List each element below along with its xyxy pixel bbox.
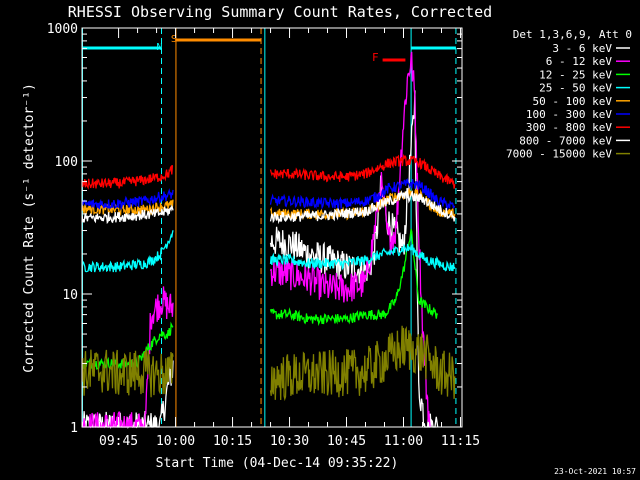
attenuator-bars [82,38,456,50]
legend-entry-label: 50 - 100 keV [533,95,613,108]
annotation-label: S [171,34,177,45]
x-tick-label: 10:30 [270,434,309,449]
y-axis-label: Corrected Count Rate (s⁻¹ detector⁻¹) [22,83,37,373]
chart-title: RHESSI Observing Summary Count Rates, Co… [68,3,492,21]
x-tick-label: 10:45 [327,434,366,449]
series-line-7 [81,190,456,225]
x-tick-label: 10:00 [156,434,195,449]
series-line-2 [81,228,439,371]
legend-entry-label: 6 - 12 keV [546,55,613,68]
legend-entry-label: 300 - 800 keV [526,121,612,134]
flare-label: F [372,51,379,64]
x-tick-label: 09:45 [99,434,138,449]
y-tick-label: 10 [62,288,78,303]
y-tick-label: 1000 [47,22,78,37]
legend-entry-label: 800 - 7000 keV [519,134,612,147]
x-axis-ticks: 09:45 10:00 10:15 10:30 10:45 11:00 11:15 [99,28,480,449]
legend-entry-label: 25 - 50 keV [539,82,612,95]
footer-timestamp: 23-Oct-2021 10:57 [554,467,636,476]
legend-entry-label: 7000 - 15000 keV [506,148,612,161]
legend-entry-label: 100 - 300 keV [526,108,612,121]
y-tick-label: 100 [55,155,78,170]
series-line-5 [81,177,456,211]
legend-entry-label: 12 - 25 keV [539,68,612,81]
legend-title: Det 1,3,6,9, Att 0 [513,28,632,41]
series-line-3 [81,230,456,273]
annotations: SN F [156,34,406,64]
series-line-8 [81,325,456,402]
plot-frame [81,27,463,428]
annotation-label: N [156,42,162,53]
series-line-6 [81,153,456,190]
y-axis-ticks: 1 10 100 1000 [47,22,462,436]
x-axis-label: Start Time (04-Dec-14 09:35:22) [156,456,399,471]
y-tick-label: 1 [70,421,78,436]
x-tick-label: 10:15 [213,434,252,449]
x-tick-label: 11:15 [441,434,480,449]
x-tick-label: 11:00 [384,434,423,449]
legend-entry-label: 3 - 6 keV [552,42,612,55]
